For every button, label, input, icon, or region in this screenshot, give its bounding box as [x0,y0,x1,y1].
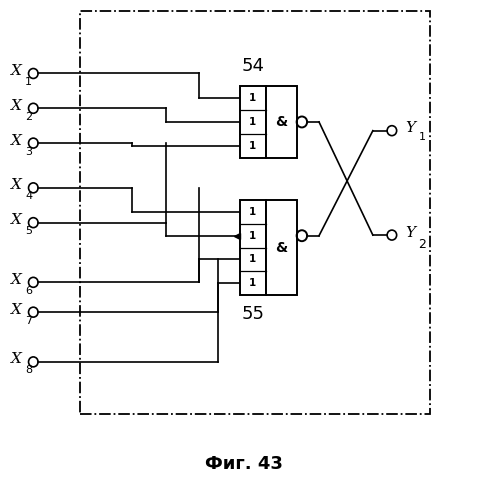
Text: X: X [11,302,22,316]
Text: 1: 1 [249,254,256,264]
Text: 1: 1 [249,117,256,127]
Text: 4: 4 [25,192,32,202]
Text: Y: Y [405,121,415,135]
Text: 2: 2 [25,112,32,122]
Text: X: X [11,273,22,287]
Bar [266,86,297,158]
Text: 8: 8 [25,366,32,376]
Text: 54: 54 [241,57,264,75]
Text: 2: 2 [419,238,426,250]
Text: X: X [11,99,22,113]
Text: Y: Y [405,226,415,239]
Text: 3: 3 [25,146,32,156]
Bar [266,200,297,294]
Text: X: X [11,134,22,147]
Text: X: X [11,178,22,192]
Text: 1: 1 [249,207,256,217]
Text: 1: 1 [249,93,256,103]
Text: 55: 55 [241,304,264,322]
Text: 1: 1 [249,141,256,151]
Text: 6: 6 [25,286,32,296]
Text: 1: 1 [25,77,32,87]
Text: X: X [11,352,22,366]
Bar [80,12,430,414]
Text: 1: 1 [249,230,256,240]
Text: X: X [11,213,22,227]
Text: &: & [275,240,287,254]
Text: 1: 1 [419,132,425,141]
Bar [240,86,266,158]
Text: X: X [11,64,22,78]
Text: Фиг. 43: Фиг. 43 [205,455,283,473]
Text: 1: 1 [249,278,256,288]
Text: 7: 7 [25,316,32,326]
Text: &: & [275,115,287,129]
Text: 5: 5 [25,226,32,236]
Bar [240,200,266,294]
